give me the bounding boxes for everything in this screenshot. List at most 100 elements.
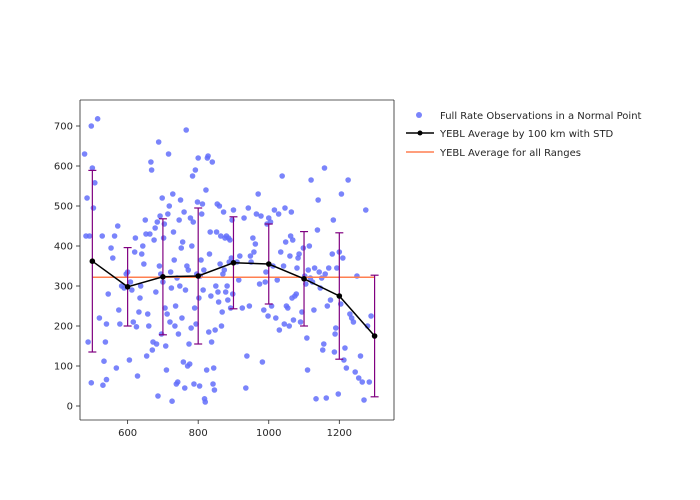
scatter-point <box>200 287 206 293</box>
scatter-point <box>265 313 271 319</box>
scatter-point <box>172 303 179 309</box>
scatter-point <box>237 253 243 259</box>
average-point <box>160 274 166 280</box>
scatter-point <box>146 323 152 329</box>
scatter-point <box>282 205 288 211</box>
scatter-point <box>247 253 254 259</box>
scatter-point <box>282 239 289 245</box>
x-tick-label: 800 <box>189 428 208 439</box>
scatter-point <box>228 255 235 261</box>
scatter-point <box>273 315 279 321</box>
scatter-point <box>219 309 225 315</box>
scatter-point <box>366 379 373 385</box>
scatter-point <box>304 367 311 373</box>
scatter-point <box>110 255 116 261</box>
scatter-point <box>108 245 114 251</box>
y-tick-label: 100 <box>54 362 73 373</box>
scatter-point <box>327 297 334 303</box>
scatter-point <box>159 195 165 201</box>
scatter-point <box>162 343 169 349</box>
scatter-point <box>148 167 155 173</box>
scatter-point <box>224 283 230 289</box>
scatter-point <box>354 273 360 279</box>
scatter-point <box>195 155 201 161</box>
scatter-point <box>192 167 199 173</box>
scatter-point <box>259 359 266 365</box>
scatter-point <box>88 380 95 386</box>
scatter-point <box>162 305 168 311</box>
x-tick-label: 600 <box>118 428 137 439</box>
scatter-point <box>210 381 216 387</box>
scatter-point <box>81 151 88 157</box>
scatter-point <box>323 395 330 401</box>
scatter-point <box>334 265 340 271</box>
scatter-point <box>129 287 135 293</box>
scatter-point <box>143 231 149 237</box>
scatter-point <box>167 319 173 325</box>
scatter-point <box>287 253 293 259</box>
scatter-point <box>276 327 283 333</box>
scatter-point <box>253 211 260 217</box>
scatter-point <box>178 245 185 251</box>
scatter-point <box>168 285 175 291</box>
scatter-point <box>156 263 163 269</box>
scatter-point <box>308 177 314 183</box>
scatter-point <box>194 199 201 205</box>
scatter-point <box>321 165 328 171</box>
scatter-point <box>176 217 182 223</box>
scatter-point <box>203 187 209 193</box>
y-tick-label: 0 <box>67 402 73 413</box>
average-point <box>371 333 378 339</box>
scatter-layer <box>81 116 374 405</box>
scatter-point <box>205 329 212 335</box>
y-tick-label: 200 <box>54 322 73 333</box>
scatter-point <box>286 323 293 329</box>
scatter-point <box>245 205 252 211</box>
scatter-point <box>210 365 217 371</box>
scatter-point <box>140 243 146 249</box>
scatter-point <box>151 237 157 243</box>
scatter-point <box>131 249 138 255</box>
scatter-point <box>297 319 304 325</box>
scatter-point <box>175 331 182 337</box>
scatter-point <box>191 305 198 311</box>
scatter-point <box>153 289 159 295</box>
scatter-point <box>143 353 150 359</box>
scatter-point <box>155 139 162 145</box>
scatter-point <box>207 229 213 235</box>
scatter-point <box>111 233 118 239</box>
scatter-point <box>235 277 242 283</box>
scatter-point <box>170 229 177 235</box>
scatter-point <box>350 319 357 325</box>
scatter-point <box>261 307 267 313</box>
scatter-point <box>277 249 284 255</box>
scatter-point <box>325 265 332 271</box>
scatter-point <box>230 207 237 213</box>
legend-label-overall: YEBL Average for all Ranges <box>439 148 581 159</box>
average-point <box>230 260 237 266</box>
average-line-layer <box>89 258 378 339</box>
scatter-point <box>281 321 288 327</box>
scatter-point <box>183 127 189 133</box>
y-tick-label: 600 <box>54 162 73 173</box>
scatter-point <box>243 385 249 391</box>
scatter-point <box>185 267 192 273</box>
scatter-point <box>279 173 285 179</box>
scatter-point <box>103 376 110 383</box>
scatter-point <box>157 213 163 219</box>
y-tick-label: 700 <box>54 122 73 133</box>
scatter-point <box>311 307 317 313</box>
scatter-point <box>155 393 161 399</box>
scatter-point <box>319 347 326 353</box>
scatter-point <box>134 373 141 379</box>
scatter-point <box>274 277 281 283</box>
scatter-point <box>100 382 106 389</box>
scatter-point <box>361 397 367 403</box>
scatter-point <box>271 207 278 213</box>
scatter-point <box>190 219 197 225</box>
scatter-point <box>296 251 302 257</box>
scatter-point <box>294 265 300 271</box>
scatter-point <box>280 263 287 269</box>
scatter-point <box>244 353 250 359</box>
